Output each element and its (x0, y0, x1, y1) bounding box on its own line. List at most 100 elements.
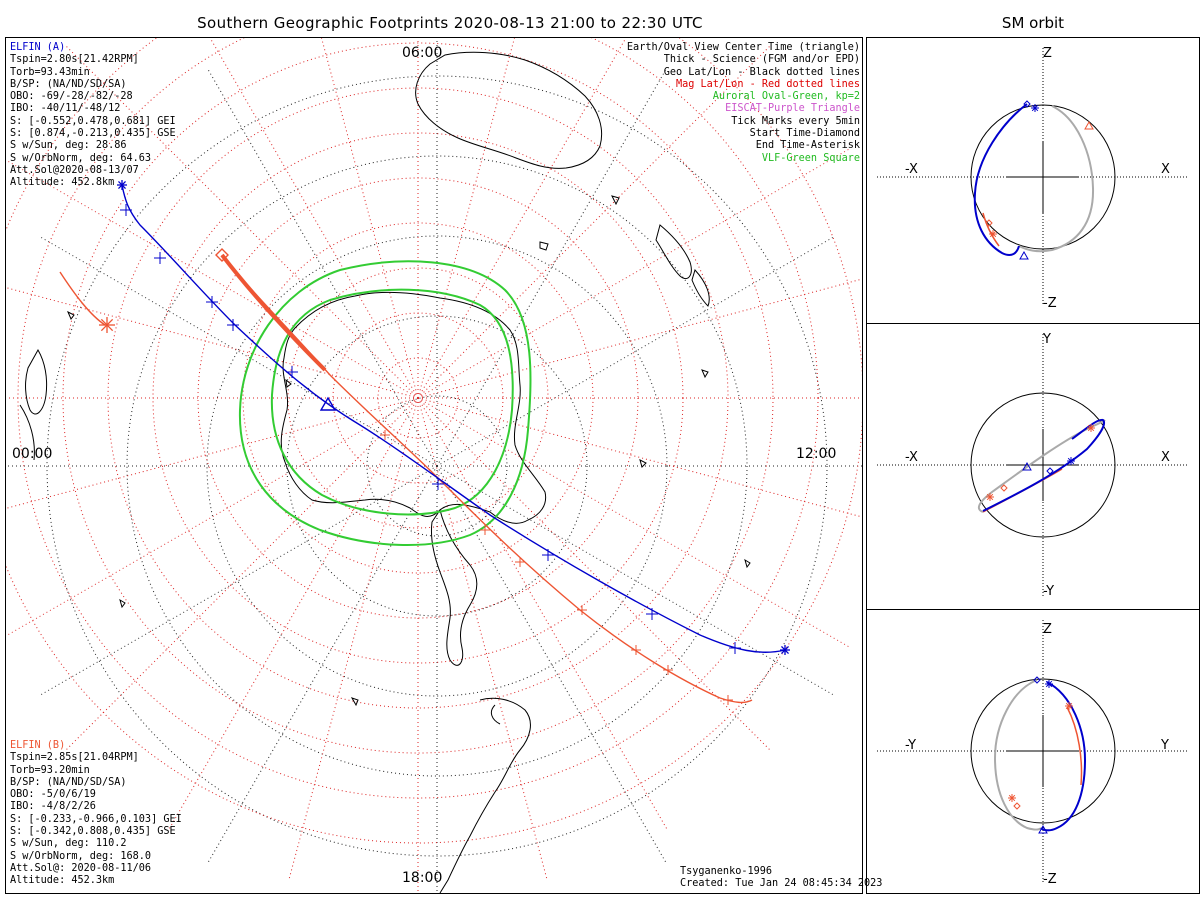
elfin-b-line: S: [-0.342,0.808,0.435] GSE (10, 826, 176, 838)
footprint-map-frame (5, 37, 863, 894)
elfin-b-line: OBO: -5/0/6/19 (10, 789, 96, 801)
legend-entry: Tick Marks every 5min (731, 115, 860, 127)
orbit-elfin-a (1040, 681, 1087, 832)
axis-label-bottom: -Y (1043, 584, 1055, 599)
end-asterisk (118, 181, 126, 189)
orbit-asterisk-marker (1045, 680, 1053, 688)
orbit-asterisk-marker (1008, 794, 1016, 802)
antarctic-peninsula-coastline (431, 508, 478, 666)
elfin-a-line: S w/OrbNorm, deg: 64.63 (10, 152, 152, 164)
earth-circle (970, 678, 1116, 824)
geo-lat-circle (46, 75, 828, 857)
legend: Earth/Oval View Center Time (triangle) T… (627, 42, 860, 165)
mag-lon-line (417, 397, 669, 832)
sm-orbit-panel-xz: Z -X X -Z (866, 37, 1200, 324)
orbit-far-side (977, 419, 1106, 513)
mag-lon-line (417, 44, 772, 399)
orbit-elfin-a (982, 418, 1105, 512)
mlt-label-left: 00:00 (12, 446, 53, 462)
orbit-asterisk-marker (989, 230, 997, 238)
elfin-b-line: Torb=93.20min (10, 764, 90, 776)
elfin-b-track-segment (59, 271, 106, 326)
axis-label-left: -Y (905, 738, 917, 753)
elfin-a-line: Torb=93.43min (10, 66, 90, 78)
legend-entry: Start Time-Diamond (749, 128, 860, 140)
footprint-tracks (59, 180, 790, 705)
elfin-b-header: ELFIN (B) (10, 740, 66, 751)
mag-lon-line (64, 397, 419, 752)
elfin-a-line: B/SP: (NA/ND/SD/SA) (10, 78, 127, 90)
legend-entry: Auroral Oval-Green, kp=2 (712, 91, 860, 103)
mag-lon-line (167, 397, 419, 832)
mag-lat-circle (287, 267, 549, 529)
geo-lon-line (206, 465, 438, 865)
mag-lon-line (321, 38, 419, 399)
mag-lon-line (417, 397, 772, 752)
geo-lon-line (38, 465, 438, 697)
orbit-elfin-b (1066, 706, 1083, 786)
mlt-label-top: 06:00 (402, 45, 443, 61)
mag-lon-line (6, 397, 419, 637)
orbit-asterisk-marker (1065, 702, 1073, 710)
footprint-map (6, 38, 862, 893)
elfin-b-line: Att.Sol@: 2020-08-11/06 (10, 862, 152, 874)
geo-lon-line (38, 235, 438, 467)
geo-lat-circle (126, 155, 748, 777)
earth-circle (970, 104, 1116, 250)
elfin-b-science-segment (220, 253, 327, 372)
mag-lon-line (6, 287, 419, 399)
coastlines (19, 51, 751, 893)
geo-lon-line (436, 67, 668, 467)
new-zealand-coastline (655, 224, 710, 307)
elfin-a-line: OBO: -69/-28/-82/-28 (10, 91, 133, 103)
mag-lat-circle (107, 87, 729, 709)
mlt-label-right: 12:00 (796, 446, 837, 462)
axis-label-right: X (1161, 162, 1170, 177)
orbit-far-side (993, 679, 1042, 831)
mag-lon-line (417, 397, 548, 882)
australia-coastline (415, 51, 603, 169)
orbit-diamond-marker (1046, 467, 1054, 475)
orbit-triangle-marker (1084, 120, 1094, 130)
elfin-a-line: S w/Sun, deg: 28.86 (10, 140, 127, 152)
elfin-a-header: ELFIN (A) (10, 42, 66, 53)
auroral-oval-inner (270, 288, 514, 516)
elfin-a-line: IBO: -40/11/-48/12 (10, 103, 121, 115)
sm-orbit-xz-plot (877, 48, 1189, 306)
created-timestamp: Created: Tue Jan 24 08:45:34 2023 (680, 878, 883, 890)
orbit-elfin-b (982, 212, 1000, 247)
sm-orbit-panel-yz: Z -Y Y -Z (866, 609, 1200, 894)
elfin-b-line: S: [-0.233,-0.966,0.103] GEI (10, 813, 182, 825)
orbit-triangle-marker (1022, 461, 1032, 471)
mag-lon-line (417, 397, 862, 518)
geo-lon-line (206, 67, 438, 467)
south-america-coastline (439, 697, 531, 893)
axis-label-right: X (1161, 450, 1170, 465)
antarctica-coastline (280, 291, 547, 524)
elfin-a-line: S: [-0.552,0.478,0.681] GEI (10, 115, 176, 127)
legend-entry: Geo Lat/Lon - Black dotted lines (663, 66, 860, 78)
elfin-a-info: ELFIN (A) Tspin=2.80s[21.42RPM] Torb=93.… (10, 42, 176, 190)
axis-label-left: -X (905, 450, 918, 465)
mag-lon-line (417, 147, 852, 399)
axis-label-left: -X (905, 162, 918, 177)
orbit-diamond-marker (1013, 802, 1021, 810)
orbit-asterisk-marker (986, 493, 994, 501)
axis-label-right: Y (1161, 738, 1169, 753)
mag-lat-circle (62, 42, 774, 754)
orbit-elfin-a (973, 103, 1028, 256)
orbit-triangle-marker (1019, 250, 1029, 260)
orbit-diamond-marker (1033, 676, 1041, 684)
plot-title: Southern Geographic Footprints 2020-08-1… (197, 14, 703, 32)
geo-lat-circle (206, 235, 668, 697)
end-asterisk (781, 646, 789, 654)
mag-lon-line (417, 397, 852, 649)
islands (67, 195, 751, 707)
sm-orbit-xy-plot (877, 334, 1189, 596)
mag-lon-line (6, 159, 419, 399)
mag-lon-line (288, 397, 419, 882)
elfin-b-line: S w/Sun, deg: 110.2 (10, 838, 127, 850)
axis-label-bottom: -Z (1043, 296, 1057, 311)
legend-entry: End Time-Asterisk (755, 140, 860, 152)
orbit-far-side (1018, 105, 1095, 253)
